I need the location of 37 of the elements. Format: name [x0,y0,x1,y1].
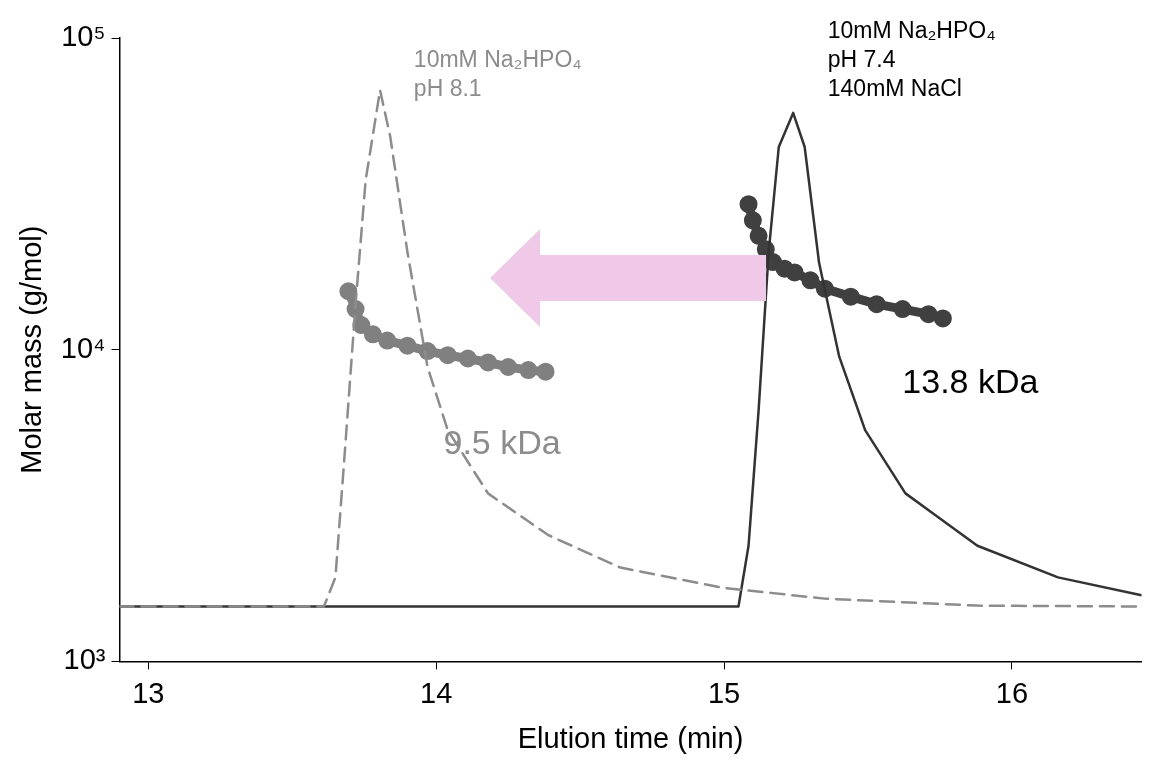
point [933,309,952,328]
annotation: 10mM Na₂HPO₄ pH 8.1 [413,46,582,102]
point [749,226,768,245]
y-tick-label: 10³ [63,643,106,676]
point [743,211,762,230]
point [352,316,371,335]
x-axis-title: Elution time (min) [517,721,744,754]
point [499,358,518,377]
point [775,259,794,278]
point [801,271,820,290]
annotation: 9.5 kDa [443,423,561,462]
y-axis-title: Molar mass (g/mol) [15,225,48,474]
point [479,353,498,372]
point [363,325,382,344]
point [418,342,437,361]
point [346,300,365,319]
annotation: 10mM Na₂HPO₄ pH 7.4 140mM NaCl [827,17,996,101]
point [438,346,457,365]
point [867,295,886,314]
point [739,195,758,214]
point [785,263,804,282]
x-tick-label: 13 [132,676,165,709]
point [339,282,358,301]
point [519,361,538,380]
x-tick-label: 16 [995,676,1029,709]
x-tick-label: 15 [707,676,741,709]
x-tick-label: 14 [420,676,453,709]
y-tick-label: 10⁵ [61,20,106,52]
point [536,362,555,381]
point [378,331,397,350]
point [919,305,938,324]
annotation: 13.8 kDa [902,362,1039,401]
point [458,349,477,368]
y-tick-label: 10⁴ [60,331,106,364]
point [893,300,912,319]
point [398,336,417,355]
point [841,287,860,306]
